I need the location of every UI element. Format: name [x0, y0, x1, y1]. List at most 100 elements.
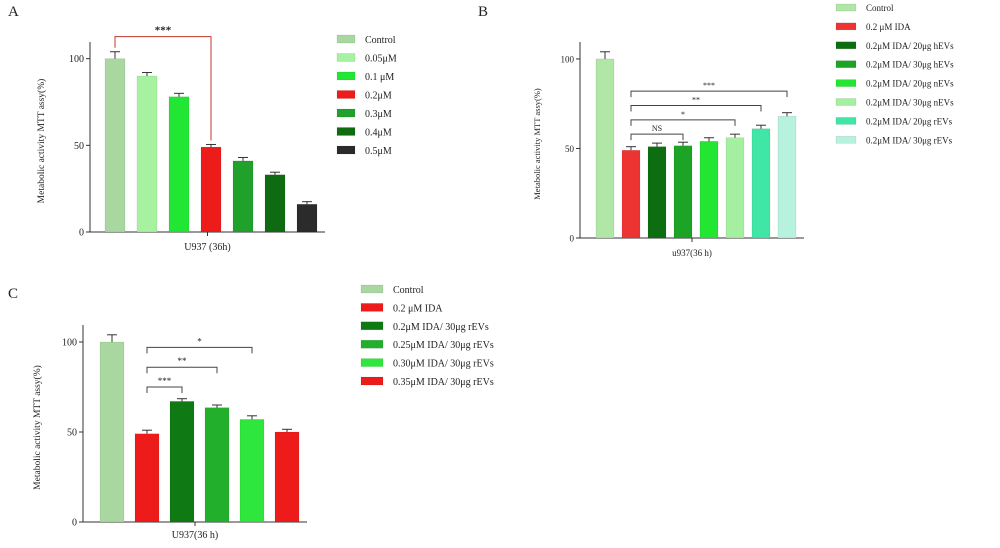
- legend-label: 0.05μM: [365, 54, 397, 65]
- significance-label: *: [197, 336, 202, 346]
- bar-5: [699, 141, 719, 239]
- significance-label: ***: [158, 376, 172, 386]
- legend-label: 0.4μM: [365, 128, 392, 139]
- legend-swatch: [835, 60, 857, 68]
- significance-bracket: [630, 105, 762, 112]
- panel-letter: A: [8, 4, 19, 20]
- legend-swatch: [835, 22, 857, 31]
- legend-label: 0.2μM IDA/ 30μg nEVs: [866, 98, 954, 108]
- legend-label: 0.30μM IDA/ 30μg rEVs: [393, 359, 494, 370]
- legend-label: 0.2μM IDA/ 30μg rEVs: [866, 135, 953, 145]
- bar-4: [673, 145, 693, 239]
- legend-swatch: [360, 284, 384, 294]
- legend-label: Control: [866, 3, 894, 13]
- bar-1: [595, 58, 615, 239]
- legend-swatch: [336, 127, 356, 136]
- legend-swatch: [336, 108, 356, 118]
- significance-label: NS: [652, 124, 662, 133]
- y-tick-label: 100: [561, 54, 575, 64]
- significance-bracket: [146, 346, 253, 354]
- bar-6: [274, 431, 300, 523]
- legend-swatch: [360, 358, 384, 367]
- legend-label: 0.2μM IDA/ 20μg nEVs: [866, 79, 954, 89]
- y-tick-label: 0: [570, 234, 575, 244]
- legend-label: 0.2μM IDA/ 20μg hEVs: [866, 41, 954, 51]
- chart-panel-c: C 0 50 100 U937(36 h) Metabolic activity MTT …: [8, 284, 494, 541]
- legend-swatch: [360, 339, 384, 349]
- legend-swatch: [336, 53, 356, 62]
- legend-swatch: [835, 117, 857, 125]
- significance-bracket: [146, 366, 218, 374]
- x-axis-label: U937(36 h): [172, 530, 218, 541]
- legend-label: 0.2μM IDA/ 30μg hEVs: [866, 60, 954, 70]
- legend-label: 0.2 μM IDA: [866, 22, 911, 32]
- bar-2: [134, 433, 160, 523]
- bar-6: [725, 137, 745, 239]
- legend-swatch: [835, 3, 857, 12]
- y-axis-label: Metabolic activity MTT assy(%): [32, 365, 43, 490]
- bar-1: [99, 341, 125, 523]
- x-axis-label: U937 (36h): [184, 242, 230, 253]
- chart-panel-a: A 0 50 100 U937 (36h) Metabolic activity MTT …: [8, 4, 397, 253]
- y-axis-label: Metabolic activity MTT assy(%): [36, 79, 47, 204]
- legend-swatch: [360, 376, 384, 386]
- significance-bracket: [146, 386, 183, 393]
- significance-label: *: [681, 110, 685, 119]
- significance-bracket: [630, 119, 736, 126]
- bar-3: [647, 146, 667, 239]
- y-tick-label: 50: [565, 144, 575, 154]
- legend-label: 0.5μM: [365, 146, 392, 157]
- legend-swatch: [835, 98, 857, 106]
- bar-2: [136, 75, 158, 233]
- legend-swatch: [336, 90, 356, 99]
- legend-swatch: [336, 34, 356, 44]
- legend-swatch: [835, 136, 857, 144]
- x-axis-label: u937(36 h): [672, 248, 712, 258]
- legend-swatch: [835, 79, 857, 87]
- panel-letter: B: [478, 4, 488, 20]
- legend-label: 0.35μM IDA/ 30μg rEVs: [393, 377, 494, 388]
- legend-swatch: [360, 303, 384, 312]
- y-tick-label: 50: [67, 428, 77, 439]
- significance-bracket: [630, 133, 684, 141]
- bar-5: [232, 160, 254, 233]
- significance-bracket: [630, 90, 788, 98]
- panel-letter: C: [8, 286, 18, 302]
- bar-7: [751, 128, 771, 239]
- y-tick-label: 100: [62, 338, 77, 349]
- legend-swatch: [360, 321, 384, 331]
- legend-swatch: [336, 71, 356, 81]
- bar-2: [621, 150, 641, 239]
- chart-panel-b: B 0 50 100 u937(36 h) Metabolic activity MTT …: [478, 3, 954, 258]
- bar-8: [777, 115, 797, 239]
- significance-label: ***: [155, 25, 172, 37]
- legend-label: 0.2μM: [365, 91, 392, 102]
- legend-label: Control: [365, 35, 396, 46]
- bar-4: [204, 407, 230, 523]
- y-tick-label: 0: [72, 518, 77, 529]
- bar-3: [168, 96, 190, 233]
- y-tick-label: 0: [79, 228, 84, 239]
- legend-label: 0.25μM IDA/ 30μg rEVs: [393, 340, 494, 351]
- bar-6: [264, 174, 286, 233]
- legend-label: Control: [393, 285, 424, 296]
- y-axis-label: Metabolic activity MTT assy(%): [532, 88, 542, 200]
- legend-swatch: [336, 145, 356, 155]
- legend-label: 0.2μM IDA/ 20μg rEVs: [866, 116, 953, 126]
- bar-4: [200, 146, 222, 233]
- legend-label: 0.2μM IDA/ 30μg rEVs: [393, 322, 489, 333]
- significance-bracket: [114, 36, 212, 141]
- bar-5: [239, 419, 265, 523]
- y-tick-label: 50: [74, 141, 84, 152]
- legend-swatch: [835, 41, 857, 50]
- significance-label: **: [692, 96, 700, 105]
- y-tick-label: 100: [69, 54, 84, 65]
- legend-label: 0.1 μM: [365, 72, 394, 83]
- bar-3: [169, 401, 195, 523]
- significance-label: **: [178, 356, 188, 366]
- significance-label: ***: [703, 81, 715, 90]
- bar-7: [296, 204, 318, 233]
- legend-label: 0.2 μM IDA: [393, 303, 443, 314]
